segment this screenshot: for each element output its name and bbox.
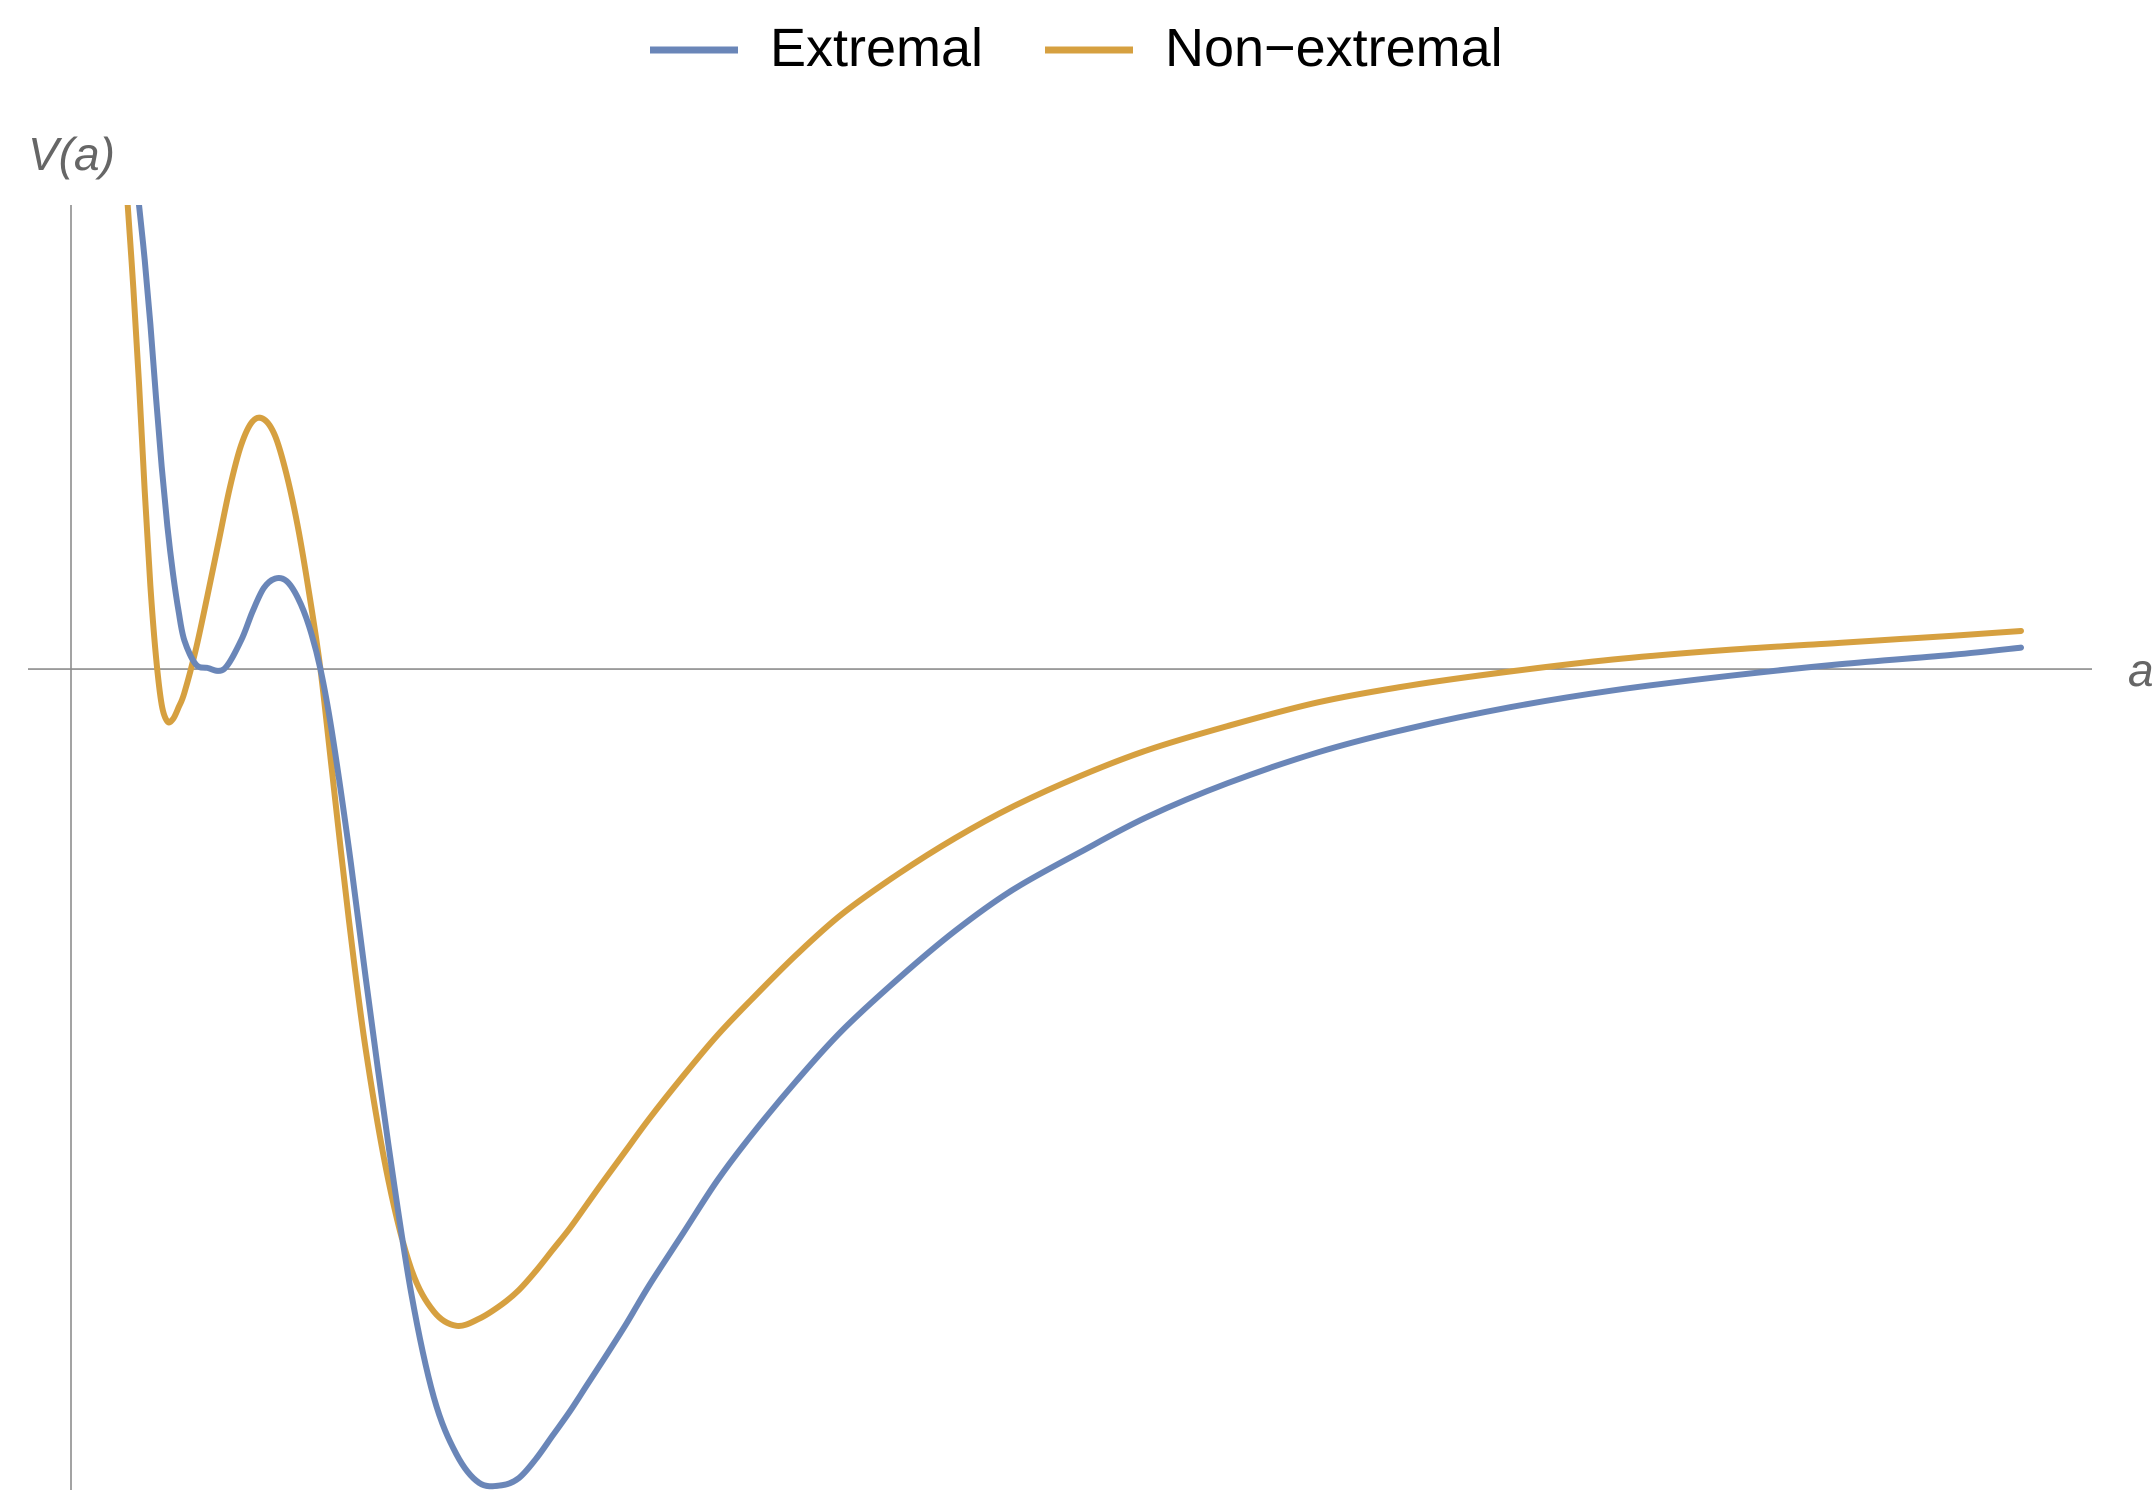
axes: a V(a) [28, 128, 2154, 1490]
legend: Extremal Non−extremal [650, 18, 1503, 78]
series-line-extremal [136, 205, 2024, 1490]
x-axis-label: a [2128, 644, 2154, 696]
legend-label-non-extremal: Non−extremal [1165, 18, 1503, 78]
legend-label-extremal: Extremal [770, 18, 983, 78]
series-layer [124, 205, 2024, 1490]
legend-entry-extremal: Extremal [650, 18, 983, 78]
y-axis-label: V(a) [28, 128, 115, 180]
legend-entry-non-extremal: Non−extremal [1045, 18, 1503, 78]
series-line-non-extremal [124, 205, 2024, 1329]
